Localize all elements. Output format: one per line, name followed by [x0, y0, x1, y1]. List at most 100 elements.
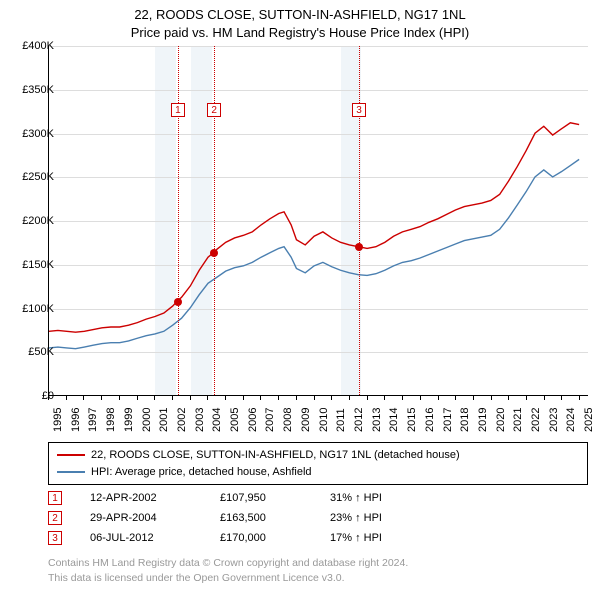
x-axis-label: 2018: [459, 408, 471, 432]
x-axis-label: 2007: [264, 408, 276, 432]
x-tick: [491, 396, 492, 400]
sale-marker-dot: [174, 298, 182, 306]
plot-area: 123: [48, 46, 588, 396]
sale-marker-dot: [355, 243, 363, 251]
series-property: [49, 123, 579, 332]
x-tick: [561, 396, 562, 400]
x-axis-label: 2013: [371, 408, 383, 432]
x-axis-label: 2006: [247, 408, 259, 432]
x-axis-label: 2005: [229, 408, 241, 432]
sales-table: 1 12-APR-2002£107,95031% ↑ HPI 2 29-APR-200…: [48, 488, 440, 548]
x-axis-label: 2022: [530, 408, 542, 432]
sale-diff: 17% ↑ HPI: [330, 532, 440, 544]
sale-date: 06-JUL-2012: [90, 532, 220, 544]
x-tick: [260, 396, 261, 400]
x-axis-label: 1997: [87, 408, 99, 432]
sale-row: 1 12-APR-2002£107,95031% ↑ HPI: [48, 488, 440, 508]
chart-container: 22, ROODS CLOSE, SUTTON-IN-ASHFIELD, NG1…: [0, 0, 600, 590]
x-tick: [331, 396, 332, 400]
x-tick: [172, 396, 173, 400]
x-tick: [296, 396, 297, 400]
x-tick: [508, 396, 509, 400]
y-axis-label: £300K: [22, 128, 54, 140]
sale-row: 3 06-JUL-2012£170,00017% ↑ HPI: [48, 528, 440, 548]
x-axis-label: 2019: [477, 408, 489, 432]
x-tick: [243, 396, 244, 400]
x-tick: [119, 396, 120, 400]
footer-line-2: This data is licensed under the Open Gov…: [48, 571, 408, 586]
sale-vline: [178, 46, 179, 395]
x-axis-label: 2012: [353, 408, 365, 432]
x-axis-label: 2000: [141, 408, 153, 432]
x-tick: [420, 396, 421, 400]
title-line-1: 22, ROODS CLOSE, SUTTON-IN-ASHFIELD, NG1…: [0, 6, 600, 24]
x-axis-label: 1996: [70, 408, 82, 432]
x-axis-label: 1998: [105, 408, 117, 432]
sale-price: £170,000: [220, 532, 330, 544]
x-axis-label: 2011: [335, 408, 347, 432]
legend-swatch: [57, 454, 85, 456]
sale-diff: 23% ↑ HPI: [330, 512, 440, 524]
line-svg: [49, 46, 588, 395]
x-tick: [278, 396, 279, 400]
sale-diff: 31% ↑ HPI: [330, 492, 440, 504]
y-axis-label: £100K: [22, 303, 54, 315]
x-axis-label: 2009: [300, 408, 312, 432]
sale-date: 29-APR-2004: [90, 512, 220, 524]
x-tick: [579, 396, 580, 400]
x-tick: [402, 396, 403, 400]
y-axis-label: £150K: [22, 259, 54, 271]
x-tick: [384, 396, 385, 400]
y-axis-label: £200K: [22, 215, 54, 227]
sale-vline: [359, 46, 360, 395]
y-axis-label: £250K: [22, 171, 54, 183]
x-axis-label: 2010: [318, 408, 330, 432]
y-axis-label: £50K: [28, 346, 54, 358]
x-tick: [438, 396, 439, 400]
sale-index-box: 3: [48, 531, 62, 545]
x-tick: [101, 396, 102, 400]
sale-marker-dot: [210, 249, 218, 257]
sale-marker-box: 1: [171, 103, 185, 117]
x-axis-label: 2002: [176, 408, 188, 432]
series-hpi: [49, 159, 579, 348]
x-tick: [526, 396, 527, 400]
legend-row: 22, ROODS CLOSE, SUTTON-IN-ASHFIELD, NG1…: [57, 447, 579, 464]
x-tick: [190, 396, 191, 400]
x-axis-label: 2025: [583, 408, 595, 432]
sale-date: 12-APR-2002: [90, 492, 220, 504]
sale-index-box: 1: [48, 491, 62, 505]
x-axis-label: 2008: [282, 408, 294, 432]
x-tick: [137, 396, 138, 400]
x-tick: [154, 396, 155, 400]
legend-label: 22, ROODS CLOSE, SUTTON-IN-ASHFIELD, NG1…: [91, 447, 460, 464]
legend: 22, ROODS CLOSE, SUTTON-IN-ASHFIELD, NG1…: [48, 442, 588, 485]
legend-swatch: [57, 471, 85, 473]
x-axis-label: 2023: [548, 408, 560, 432]
footer: Contains HM Land Registry data © Crown c…: [48, 556, 408, 585]
x-axis-label: 2020: [495, 408, 507, 432]
x-tick: [207, 396, 208, 400]
x-tick: [66, 396, 67, 400]
x-axis-label: 2001: [158, 408, 170, 432]
footer-line-1: Contains HM Land Registry data © Crown c…: [48, 556, 408, 571]
sale-vline: [214, 46, 215, 395]
chart-title: 22, ROODS CLOSE, SUTTON-IN-ASHFIELD, NG1…: [0, 0, 600, 42]
title-line-2: Price paid vs. HM Land Registry's House …: [0, 24, 600, 42]
x-tick: [367, 396, 368, 400]
x-tick: [473, 396, 474, 400]
x-axis-label: 2015: [406, 408, 418, 432]
y-axis-label: £400K: [22, 40, 54, 52]
x-axis-label: 1995: [52, 408, 64, 432]
y-axis-label: £350K: [22, 84, 54, 96]
x-tick: [455, 396, 456, 400]
x-axis-label: 2016: [424, 408, 436, 432]
x-tick: [314, 396, 315, 400]
x-tick: [544, 396, 545, 400]
plot: 123: [48, 46, 588, 396]
sale-index-box: 2: [48, 511, 62, 525]
sale-price: £107,950: [220, 492, 330, 504]
x-axis-label: 2003: [194, 408, 206, 432]
sale-row: 229-APR-2004£163,50023% ↑ HPI: [48, 508, 440, 528]
x-axis-label: 2021: [512, 408, 524, 432]
